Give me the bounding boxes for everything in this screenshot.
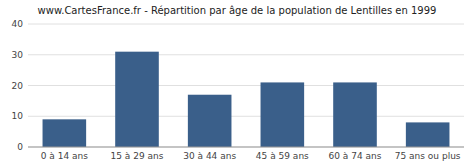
x-tick-label: 75 ans ou plus (395, 151, 461, 161)
bar (188, 95, 232, 147)
y-tick-label: 30 (12, 50, 24, 60)
grid-line (28, 147, 464, 148)
y-tick-label: 10 (12, 111, 24, 121)
x-tick-label: 0 à 14 ans (41, 151, 88, 161)
grid (28, 24, 464, 147)
grid-line (28, 116, 464, 117)
bar (43, 119, 87, 147)
grid-line (28, 24, 464, 25)
grid-line (28, 85, 464, 86)
chart: www.CartesFrance.fr - Répartition par âg… (0, 0, 474, 167)
x-tick-label: 15 à 29 ans (111, 151, 164, 161)
x-tick-label: 45 à 59 ans (256, 151, 309, 161)
y-tick-label: 20 (12, 81, 24, 91)
x-tick-label: 30 à 44 ans (183, 151, 236, 161)
x-tick-label: 60 à 74 ans (329, 151, 382, 161)
bar (261, 82, 305, 147)
grid-line (28, 54, 464, 55)
bar (115, 52, 159, 147)
y-tick-label: 40 (12, 19, 24, 29)
title: www.CartesFrance.fr - Répartition par âg… (38, 5, 437, 16)
bar (406, 122, 450, 147)
bars (43, 52, 450, 147)
x-axis-line (28, 147, 464, 148)
y-tick-label: 0 (17, 142, 23, 152)
bar (333, 82, 377, 147)
